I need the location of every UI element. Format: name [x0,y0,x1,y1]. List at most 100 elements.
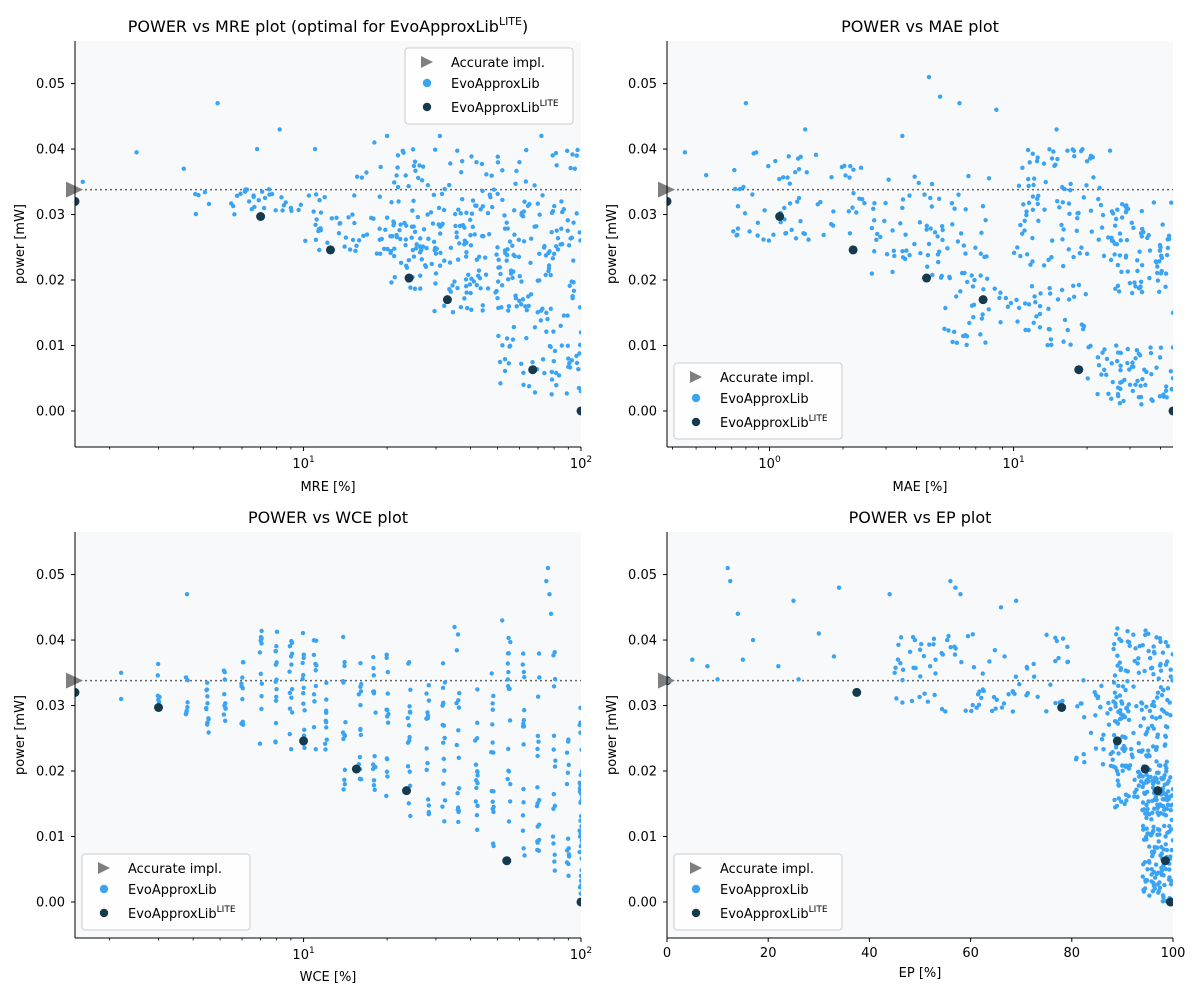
evo-point [796,677,801,682]
evo-point [221,668,227,673]
evo-point [946,633,951,639]
evo-point [1073,757,1079,762]
evo-point [1105,711,1110,716]
evo-point [551,358,556,364]
evo-point [510,275,515,281]
evo-point [795,156,801,161]
evo-point [1147,753,1152,759]
evo-point [510,243,515,248]
evo-point [1131,730,1136,736]
evo-point [1140,774,1145,779]
evo-point [959,659,964,665]
evo-point [987,659,992,664]
evo-point [1133,356,1138,361]
evo-point [470,198,476,203]
evo-point [534,803,540,809]
evo-point [468,243,474,248]
evo-point [496,305,501,311]
evo-point [1029,284,1035,289]
evo-point [384,769,390,774]
evo-point [532,390,538,395]
evo-point [998,320,1003,325]
evo-point [398,260,404,266]
evo-point [1115,721,1121,726]
evo-point [498,381,503,386]
evo-point [385,246,390,252]
evo-point [520,297,526,302]
evo-point [1130,360,1135,365]
evo-point [448,289,453,294]
evo-point [313,237,319,243]
evo-point [1056,655,1061,661]
evo-point [1111,733,1117,738]
evo-point [895,657,901,662]
evo-point [1165,237,1170,242]
evo-point [952,652,958,657]
evo-point [528,236,534,241]
evo-point [417,163,422,168]
evo-point [1147,275,1152,281]
evo-point [185,700,190,705]
evo-point [518,302,524,307]
evo-point [474,827,480,833]
evo-point [918,250,923,256]
evo-point [565,228,570,233]
evo-point [1130,388,1136,394]
evo-point [372,787,377,793]
evo-point [566,846,571,851]
evo-point [1119,701,1125,706]
evo-point [929,204,935,209]
evo-point [473,762,479,767]
evo-point [829,174,834,180]
evo-point [773,158,778,164]
evo-point [1145,831,1150,836]
evo-point [334,215,339,221]
evo-point [204,706,209,712]
x-axis-label: WCE [%] [300,970,357,985]
evo-point [1078,701,1083,706]
evo-point [517,273,523,279]
evo-point [564,148,570,154]
evo-point [410,147,416,152]
evo-point [1100,350,1105,355]
evo-point [425,212,430,217]
evo-point [570,152,575,157]
evo-point [1170,376,1173,381]
evo-point [506,746,511,752]
evo-point [1126,640,1132,645]
evo-point [1167,867,1172,872]
evo-point [383,227,388,233]
evo-point [1137,643,1142,649]
evo-point [551,733,557,739]
y-axis-label: power [mW] [13,695,28,775]
evo-point [420,164,426,169]
evo-point [467,282,473,287]
evo-point [949,200,955,206]
evo-point [425,760,430,766]
evo-point [831,223,836,228]
evo-point [1047,147,1052,152]
evo-point [1151,699,1156,704]
lite-point [502,856,512,866]
evo-point [300,660,305,666]
evo-point [551,841,556,846]
evo-point [407,704,412,709]
evo-point [682,150,688,155]
evo-point [577,789,581,794]
evo-point [1024,209,1029,214]
evo-point [205,701,210,706]
evo-point [551,329,556,334]
evo-point [900,197,906,202]
legend-evo-label: EvoApproxLib [451,77,540,92]
evo-point [1117,401,1123,406]
evo-point [1138,383,1143,389]
evo-point [516,254,522,260]
evo-point [574,360,580,366]
evo-point [939,706,945,712]
evo-point [816,631,821,636]
legend-accurate-label: Accurate impl. [720,371,814,386]
evo-point [997,295,1002,301]
evo-point [1151,880,1156,886]
evo-point [1155,780,1161,785]
evo-point [1168,369,1173,374]
